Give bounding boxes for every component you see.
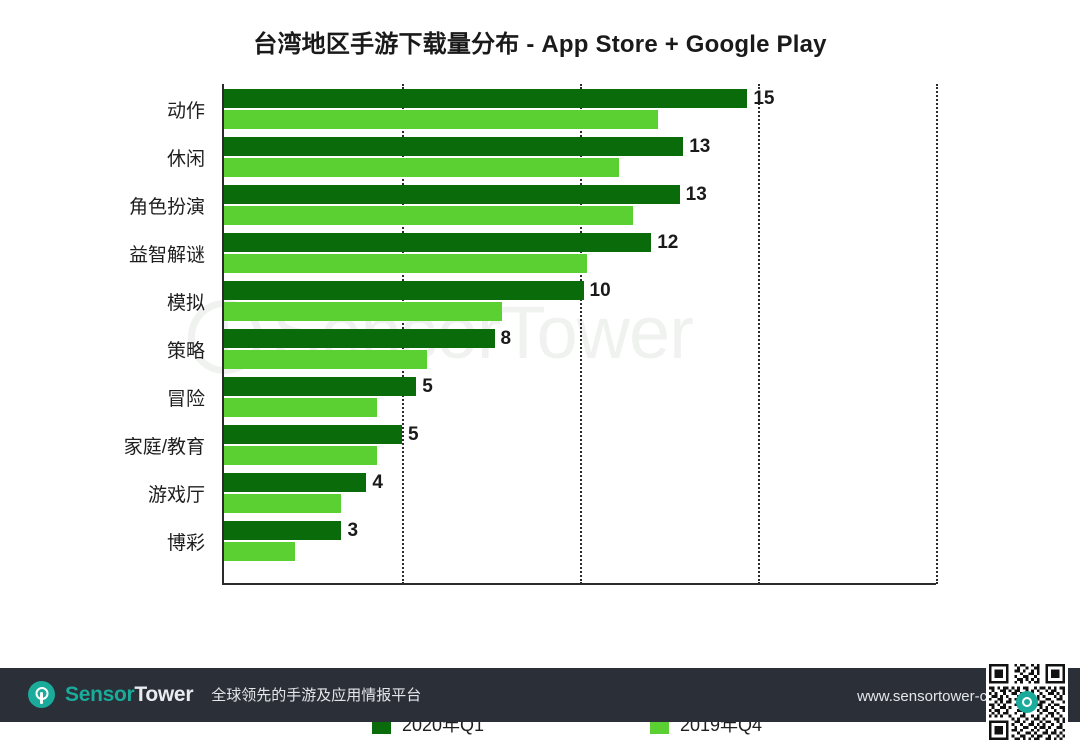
bar-current [224, 89, 748, 108]
wordmark-sensor: Sensor [65, 682, 135, 706]
bar-previous [224, 542, 296, 561]
bar-value-label: 15 [753, 88, 775, 109]
bar-current [224, 329, 495, 348]
bar-value-label: 13 [689, 136, 711, 157]
gridline-20 [936, 84, 938, 584]
bar-value-label: 5 [422, 376, 433, 397]
bar-group: 家庭/教育 5 [0, 422, 1080, 470]
bar-current [224, 281, 584, 300]
bar-group: 休闲 13 [0, 134, 1080, 182]
bar-previous [224, 494, 342, 513]
category-label: 游戏厅 [147, 485, 205, 506]
gridline-10 [580, 84, 582, 584]
qr-center-logo-icon [1016, 691, 1038, 713]
bar-value-label: 8 [500, 328, 512, 349]
category-label: 家庭/教育 [123, 437, 205, 458]
bar-previous [224, 254, 588, 273]
bar-group: 游戏厅 4 [0, 470, 1080, 518]
bar-group: 冒险 5 [0, 374, 1080, 422]
category-label: 策略 [166, 341, 205, 362]
bar-value-label: 12 [657, 232, 679, 253]
bar-current [224, 425, 402, 444]
category-label: 角色扮演 [128, 197, 205, 218]
bar-previous [224, 206, 634, 225]
bar-group: 益智解谜 12 [0, 230, 1080, 278]
category-label: 休闲 [166, 149, 205, 170]
category-label: 冒险 [166, 389, 205, 410]
plot-area: SensorTower 动作 15 休闲 13 角色扮演 13 益智解谜 12 模拟 10 策略 8 冒… [0, 78, 1080, 743]
bar-group: 策略 8 [0, 326, 1080, 374]
category-label: 益智解谜 [128, 245, 205, 266]
category-label: 动作 [166, 101, 205, 122]
x-axis-line [222, 583, 936, 585]
bar-previous [224, 302, 502, 321]
bar-value-label: 3 [347, 520, 359, 541]
gridline-15 [758, 84, 760, 584]
bar-group: 角色扮演 13 [0, 182, 1080, 230]
footer-tagline: 全球领先的手游及应用情报平台 [211, 687, 422, 704]
sensortower-logo-icon [28, 681, 55, 708]
bar-value-label: 13 [685, 184, 707, 205]
page-title: 台湾地区手游下载量分布 - App Store + Google Play [253, 31, 827, 58]
bar-current [224, 233, 652, 252]
bar-previous [224, 158, 620, 177]
footer-bar: SensorTower 全球领先的手游及应用情报平台 www.sensortow… [0, 668, 1080, 722]
bar-value-label: 10 [589, 280, 611, 301]
category-label: 博彩 [166, 533, 205, 554]
category-label: 模拟 [166, 293, 205, 314]
qr-code[interactable] [986, 661, 1068, 743]
wordmark-tower: Tower [134, 682, 194, 706]
bar-previous [224, 446, 378, 465]
bar-group: 博彩 3 [0, 518, 1080, 566]
bar-current [224, 137, 684, 156]
bar-previous [224, 110, 659, 129]
bar-current [224, 377, 417, 396]
sensortower-wordmark: SensorTower [65, 682, 194, 707]
bar-previous [224, 398, 378, 417]
bar-current [224, 185, 680, 204]
bar-group: 动作 15 [0, 86, 1080, 134]
footer-branding: SensorTower 全球领先的手游及应用情报平台 [28, 681, 421, 708]
bar-current [224, 521, 342, 540]
chart-page: 台湾地区手游下载量分布 - App Store + Google Play Se… [0, 0, 1080, 722]
bar-previous [224, 350, 427, 369]
bar-current [224, 473, 367, 492]
bar-group: 模拟 10 [0, 278, 1080, 326]
bar-value-label: 5 [408, 424, 419, 445]
bar-value-label: 4 [372, 472, 383, 493]
